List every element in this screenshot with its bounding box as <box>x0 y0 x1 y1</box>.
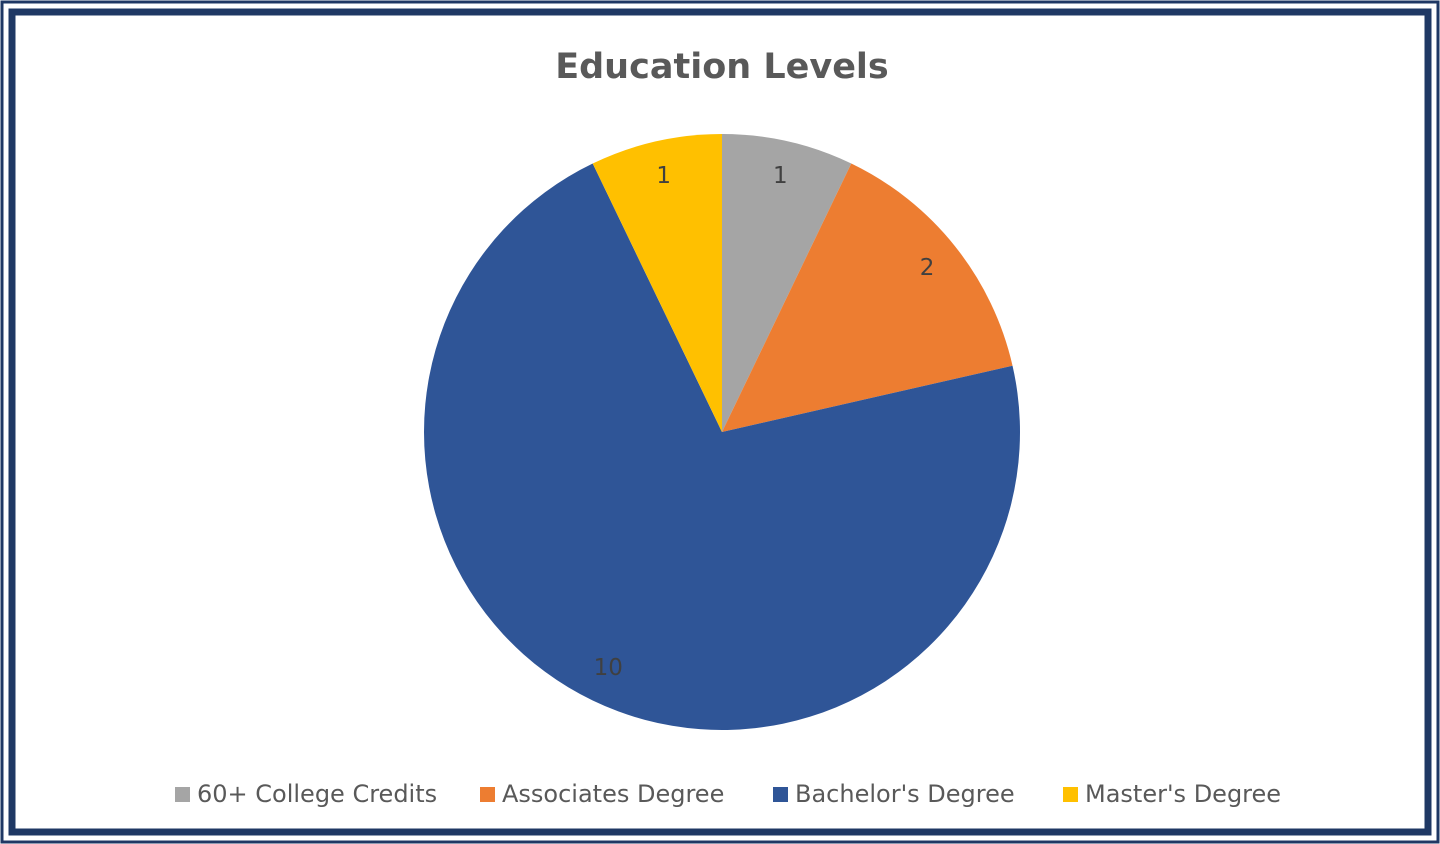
data-label: 10 <box>594 655 623 681</box>
data-label: 1 <box>656 163 671 189</box>
chart-title: Education Levels <box>555 47 889 87</box>
legend-label: Associates Degree <box>502 780 724 808</box>
pie-slice <box>592 134 722 432</box>
pie-slice <box>722 163 1013 432</box>
pie-slice <box>722 134 852 432</box>
legend-swatch <box>175 787 190 802</box>
legend-label: Bachelor's Degree <box>795 780 1015 808</box>
legend-swatch <box>1063 787 1078 802</box>
legend-label: 60+ College Credits <box>197 780 437 808</box>
legend-label: Master's Degree <box>1085 780 1281 808</box>
pie-slice <box>423 163 1020 731</box>
data-label: 1 <box>773 163 788 189</box>
legend-swatch <box>773 787 788 802</box>
legend-swatch <box>480 787 495 802</box>
data-label: 2 <box>920 255 935 281</box>
